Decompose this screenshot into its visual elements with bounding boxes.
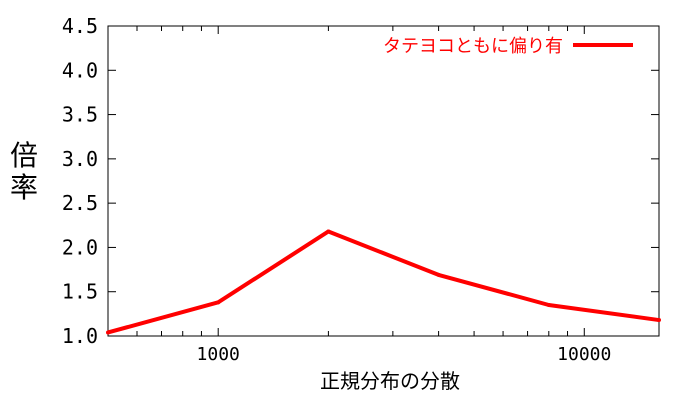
data-point	[546, 303, 551, 307]
data-point	[106, 330, 110, 335]
x-tick-label: 1000	[197, 344, 240, 365]
plot-area-frame	[107, 25, 660, 337]
x-axis-ticks: 1000 10000	[107, 26, 611, 365]
data-point	[326, 229, 331, 234]
x-tick-label: 10000	[557, 344, 611, 365]
y-tick-label: 3.5	[62, 103, 98, 127]
legend-label: タテヨコともに偏り有	[383, 36, 563, 57]
y-axis-title: 倍率	[10, 139, 38, 204]
series-line	[107, 229, 660, 335]
legend: タテヨコともに偏り有	[383, 36, 633, 57]
y-tick-label: 3.0	[62, 147, 98, 171]
data-point	[436, 272, 441, 277]
y-tick-label: 2.5	[62, 191, 98, 215]
y-tick-label: 4.5	[62, 14, 98, 38]
x-axis-title: 正規分布の分散	[320, 369, 460, 393]
data-point	[657, 318, 661, 323]
data-point	[216, 300, 221, 305]
y-tick-label: 1.0	[62, 324, 98, 348]
y-tick-label: 1.5	[62, 280, 98, 304]
y-tick-label: 2.0	[62, 235, 98, 259]
y-tick-label: 4.0	[62, 58, 98, 82]
y-axis-ticks: 1.0 1.5 2.0 2.5 3.0 3.5 4.0 4.5	[62, 14, 659, 348]
series-layer	[106, 229, 661, 335]
